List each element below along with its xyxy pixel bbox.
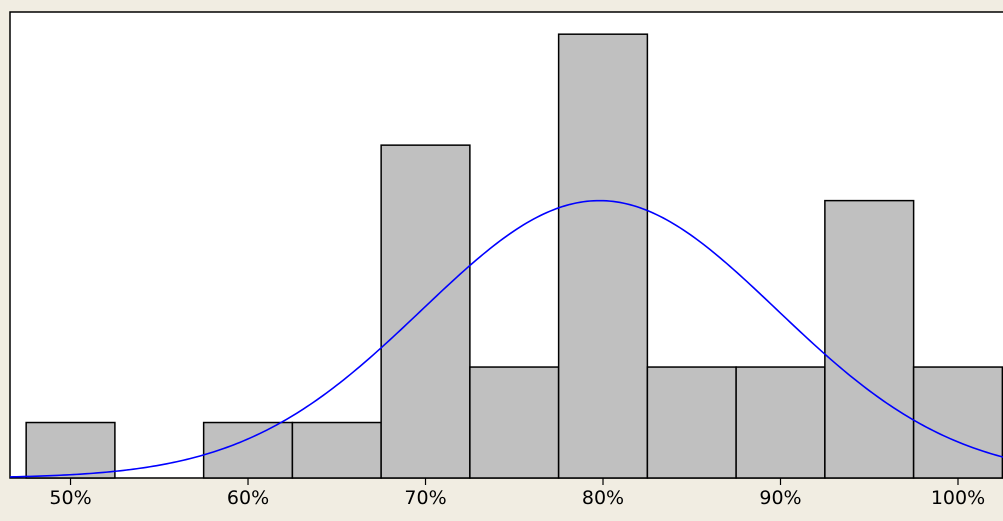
histogram-bar bbox=[912, 366, 1003, 479]
x-tick-label: 90% bbox=[759, 487, 801, 509]
histogram-bar bbox=[646, 366, 737, 479]
histogram-bar bbox=[735, 366, 826, 479]
histogram-bar bbox=[25, 421, 116, 479]
normal-fit-curve bbox=[9, 199, 1003, 478]
histogram-bar bbox=[380, 144, 471, 479]
histogram-bar bbox=[291, 421, 382, 479]
histogram-bar bbox=[824, 199, 915, 479]
x-tick-label: 100% bbox=[931, 487, 985, 509]
x-tick-label: 60% bbox=[227, 487, 269, 509]
x-tick-label: 70% bbox=[404, 487, 446, 509]
x-axis-ticks: 50% 60% 70% 80% 90% 100% bbox=[49, 478, 985, 509]
x-tick-label: 50% bbox=[49, 487, 91, 509]
x-tick-label: 80% bbox=[582, 487, 624, 509]
fit-curve-group bbox=[9, 199, 1003, 478]
histogram-bar bbox=[557, 33, 649, 479]
histogram-bar bbox=[469, 366, 560, 479]
bars-group bbox=[25, 33, 1003, 479]
